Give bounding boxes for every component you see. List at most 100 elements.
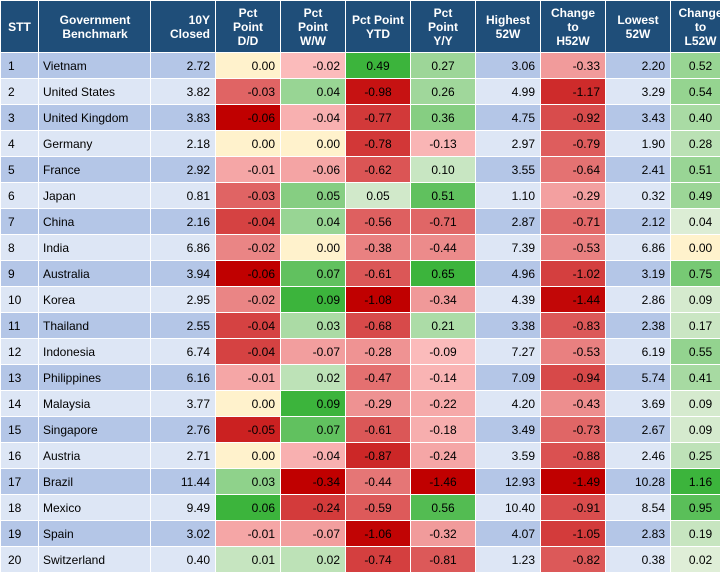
cell-benchmark-name: Vietnam: [38, 52, 151, 79]
cell-benchmark-name: India: [38, 234, 151, 261]
cell-10y-closed: 2.95: [150, 286, 216, 313]
cell-benchmark-name: Switzerland: [38, 546, 151, 573]
cell-pct-ytd: -0.98: [345, 78, 411, 105]
cell-highest-52w: 4.39: [475, 286, 541, 313]
cell-lowest-52w: 2.67: [605, 416, 671, 443]
cell-change-h52w: -0.53: [540, 234, 606, 261]
cell-pct-yy: 0.21: [410, 312, 476, 339]
cell-pct-ww: -0.04: [280, 104, 346, 131]
cell-pct-yy: -0.71: [410, 208, 476, 235]
cell-lowest-52w: 3.69: [605, 390, 671, 417]
cell-highest-52w: 3.38: [475, 312, 541, 339]
cell-highest-52w: 7.39: [475, 234, 541, 261]
header-h52-line: 52W: [495, 26, 521, 41]
cell-pct-yy: -0.44: [410, 234, 476, 261]
cell-pct-ww: 0.02: [280, 546, 346, 573]
header-benchmark: Government Benchmark: [38, 0, 151, 53]
table-row: 13 Philippines 6.16 -0.01 0.02 -0.47 -0.14 7.09…: [0, 364, 720, 391]
cell-highest-52w: 4.96: [475, 260, 541, 287]
table-row: 15 Singapore 2.76 -0.05 0.07 -0.61 -0.18 3.49 -0…: [0, 416, 720, 443]
cell-pct-ww: 0.04: [280, 78, 346, 105]
cell-highest-52w: 4.07: [475, 520, 541, 547]
header-ch52-line: to: [567, 19, 579, 34]
cell-lowest-52w: 6.86: [605, 234, 671, 261]
header-stt-label: STT: [8, 19, 31, 34]
cell-change-l52w: 0.17: [670, 312, 720, 339]
cell-highest-52w: 4.99: [475, 78, 541, 105]
cell-pct-ytd: -0.59: [345, 494, 411, 521]
cell-pct-yy: -0.22: [410, 390, 476, 417]
cell-change-h52w: -0.43: [540, 390, 606, 417]
cell-pct-dd: -0.03: [215, 182, 281, 209]
cell-pct-ww: -0.07: [280, 520, 346, 547]
table-row: 4 Germany 2.18 0.00 0.00 -0.78 -0.13 2.97 -0.79 1…: [0, 130, 720, 157]
table-row: 1 Vietnam 2.72 0.00 -0.02 0.49 0.27 3.06 -0.33 2.…: [0, 52, 720, 79]
table-row: 2 United States 3.82 -0.03 0.04 -0.98 0.26 4.99…: [0, 78, 720, 105]
cell-10y-closed: 0.40: [150, 546, 216, 573]
cell-lowest-52w: 6.19: [605, 338, 671, 365]
cell-lowest-52w: 0.38: [605, 546, 671, 573]
cell-pct-dd: -0.04: [215, 338, 281, 365]
cell-lowest-52w: 3.29: [605, 78, 671, 105]
cell-pct-dd: 0.00: [215, 442, 281, 469]
cell-pct-ytd: -0.28: [345, 338, 411, 365]
cell-change-l52w: 0.02: [670, 546, 720, 573]
cell-pct-ww: 0.00: [280, 234, 346, 261]
cell-pct-ww: 0.05: [280, 182, 346, 209]
cell-benchmark-name: Korea: [38, 286, 151, 313]
header-lowest-52w: Lowest 52W: [605, 0, 671, 53]
cell-pct-dd: -0.01: [215, 520, 281, 547]
cell-benchmark-name: Thailand: [38, 312, 151, 339]
cell-pct-dd: -0.03: [215, 78, 281, 105]
cell-lowest-52w: 2.38: [605, 312, 671, 339]
cell-pct-ytd: -0.56: [345, 208, 411, 235]
header-ytd-line: Pct Point: [351, 12, 404, 27]
cell-stt: 14: [0, 390, 39, 417]
header-ytd: Pct Point YTD: [345, 0, 411, 53]
cell-pct-ytd: -0.44: [345, 468, 411, 495]
cell-stt: 6: [0, 182, 39, 209]
cell-pct-dd: 0.01: [215, 546, 281, 573]
cell-lowest-52w: 0.32: [605, 182, 671, 209]
header-highest-52w: Highest 52W: [475, 0, 541, 53]
table-row: 20 Switzerland 0.40 0.01 0.02 -0.74 -0.81 1.23-…: [0, 546, 720, 573]
cell-change-h52w: -1.49: [540, 468, 606, 495]
table-row: 6 Japan 0.81 -0.03 0.05 0.05 0.51 1.10 -0.29 0.32…: [0, 182, 720, 209]
header-benchmark-line: Government: [59, 12, 131, 27]
cell-change-l52w: 0.09: [670, 286, 720, 313]
table-row: 9 Australia 3.94 -0.06 0.07 -0.61 0.65 4.96 -1.0…: [0, 260, 720, 287]
cell-lowest-52w: 10.28: [605, 468, 671, 495]
cell-stt: 3: [0, 104, 39, 131]
cell-pct-dd: 0.00: [215, 52, 281, 79]
header-yy-line: Pct: [433, 5, 453, 20]
cell-highest-52w: 10.40: [475, 494, 541, 521]
cell-pct-ytd: -0.87: [345, 442, 411, 469]
table-row: 3 United Kingdom 3.83 -0.06 -0.04 -0.77 0.36 4.…: [0, 104, 720, 131]
cell-change-h52w: -1.05: [540, 520, 606, 547]
cell-change-l52w: 0.00: [670, 234, 720, 261]
cell-stt: 19: [0, 520, 39, 547]
cell-benchmark-name: United Kingdom: [38, 104, 151, 131]
cell-lowest-52w: 2.20: [605, 52, 671, 79]
cell-pct-yy: -0.34: [410, 286, 476, 313]
table-row: 7 China 2.16 -0.04 0.04 -0.56 -0.71 2.87 -0.71 2.…: [0, 208, 720, 235]
cell-stt: 13: [0, 364, 39, 391]
cell-pct-ww: -0.06: [280, 156, 346, 183]
cell-highest-52w: 7.09: [475, 364, 541, 391]
cell-pct-dd: 0.03: [215, 468, 281, 495]
cell-pct-ww: 0.02: [280, 364, 346, 391]
cell-change-l52w: 0.54: [670, 78, 720, 105]
cell-stt: 2: [0, 78, 39, 105]
cell-pct-yy: -0.81: [410, 546, 476, 573]
cell-stt: 15: [0, 416, 39, 443]
cell-highest-52w: 7.27: [475, 338, 541, 365]
cell-change-h52w: -0.71: [540, 208, 606, 235]
header-row: STT Government Benchmark 10Y Closed Pct Po…: [0, 0, 720, 53]
table-row: 10 Korea 2.95 -0.02 0.09 -1.08 -0.34 4.39 -1.44 2…: [0, 286, 720, 313]
cell-change-h52w: -0.83: [540, 312, 606, 339]
cell-change-h52w: -0.91: [540, 494, 606, 521]
header-yy: Pct Point Y/Y: [410, 0, 476, 53]
header-ww-line: Point: [298, 19, 328, 34]
cell-pct-dd: -0.04: [215, 208, 281, 235]
